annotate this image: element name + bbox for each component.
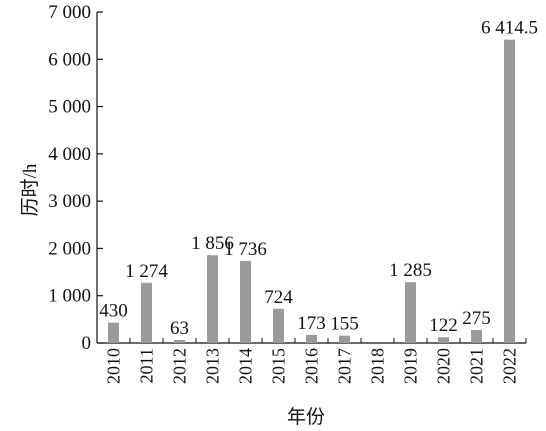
data-label-2016: 173 — [297, 313, 326, 334]
bar-2010 — [108, 322, 119, 343]
data-label-2011: 1 274 — [125, 261, 168, 282]
x-tick-label: 2013 — [203, 348, 223, 384]
y-tick-label: 1 000 — [48, 286, 91, 307]
y-tick-label: 5 000 — [48, 97, 91, 118]
x-axis-title: 年份 — [287, 406, 325, 428]
axes: 0 1 000 2 000 3 000 4 000 5 000 6 000 7 000 2010… — [48, 2, 527, 384]
bar-2016 — [306, 334, 317, 343]
data-label-2014: 1 736 — [224, 239, 267, 260]
bar-2019 — [405, 282, 416, 343]
y-tick-label: 3 000 — [48, 191, 91, 212]
x-tick-label: 2011 — [137, 348, 157, 383]
bar-2022 — [504, 39, 515, 343]
bar-2021 — [471, 329, 482, 343]
y-axis-title: 历时/h — [19, 163, 41, 216]
y-tick-label: 4 000 — [48, 144, 91, 165]
data-label-2015: 724 — [264, 287, 293, 308]
x-tick-label: 2017 — [335, 348, 355, 384]
x-tick-label: 2014 — [236, 348, 256, 384]
bar-2020 — [438, 337, 449, 343]
bar-2011 — [141, 282, 152, 343]
x-tick-label: 2021 — [467, 348, 487, 384]
x-tick-label: 2016 — [302, 348, 322, 384]
y-tick-label: 7 000 — [48, 2, 91, 23]
x-tick-label: 2019 — [401, 348, 421, 384]
data-label-2022: 6 414.5 — [481, 18, 538, 39]
data-label-2020: 122 — [429, 315, 458, 336]
x-tick-label: 2012 — [170, 348, 190, 384]
y-tick-label: 0 — [82, 333, 92, 354]
bar-2012 — [174, 340, 185, 343]
bar-2017 — [339, 335, 350, 343]
x-tick-label: 2020 — [434, 348, 454, 384]
y-tick-label: 6 000 — [48, 49, 91, 70]
bar-2014 — [240, 260, 251, 343]
x-tick-label: 2015 — [269, 348, 289, 384]
x-tick-label: 2022 — [500, 348, 520, 384]
x-tick-label: 2010 — [104, 348, 124, 384]
data-label-2010: 430 — [99, 301, 128, 322]
data-label-2012: 63 — [170, 318, 189, 339]
data-label-2021: 275 — [462, 308, 491, 329]
bar-2013 — [207, 255, 218, 343]
data-label-2019: 1 285 — [389, 260, 432, 281]
data-label-2013: 1 856 — [191, 233, 234, 254]
bar-2015 — [273, 308, 284, 343]
y-tick-label: 2 000 — [48, 238, 91, 259]
data-label-2017: 155 — [330, 314, 359, 335]
x-tick-label: 2018 — [368, 348, 388, 384]
bars — [108, 39, 515, 343]
